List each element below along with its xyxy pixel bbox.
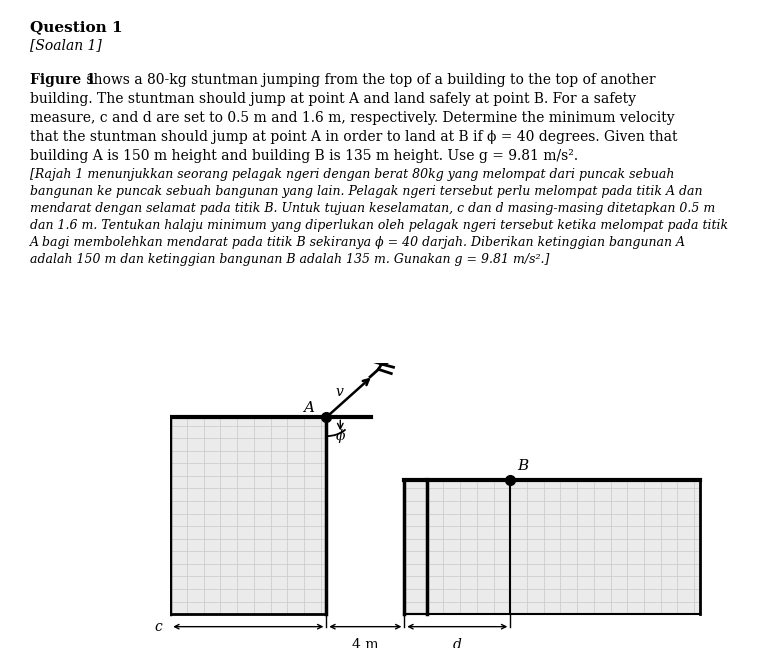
Text: c: c	[154, 619, 162, 634]
Bar	[170, 417, 327, 614]
Text: v: v	[336, 386, 344, 399]
Text: dan 1.6 m. Tentukan halaju minimum yang diperlukan oleh pelagak ngeri tersebut k: dan 1.6 m. Tentukan halaju minimum yang …	[30, 219, 728, 232]
Text: building A is 150 m height and building B is 135 m height. Use g = 9.81 m/s².: building A is 150 m height and building …	[30, 149, 578, 163]
Text: bangunan ke puncak sebuah bangunan yang lain. Pelagak ngeri tersebut perlu melom: bangunan ke puncak sebuah bangunan yang …	[30, 185, 703, 198]
Text: [Soalan 1]: [Soalan 1]	[30, 38, 101, 52]
Text: mendarat dengan selamat pada titik B. Untuk tujuan keselamatan, c dan d masing-m: mendarat dengan selamat pada titik B. Un…	[30, 202, 715, 215]
Text: Figure 1: Figure 1	[30, 73, 96, 87]
Text: [Rajah 1 menunjukkan seorang pelagak ngeri dengan berat 80kg yang melompat dari : [Rajah 1 menunjukkan seorang pelagak nge…	[30, 168, 674, 181]
Bar	[426, 480, 700, 614]
Bar	[404, 480, 426, 614]
Text: adalah 150 m dan ketinggian bangunan B adalah 135 m. Gunakan g = 9.81 m/s².]: adalah 150 m dan ketinggian bangunan B a…	[30, 253, 550, 266]
Text: d: d	[453, 638, 462, 648]
Text: Question 1: Question 1	[30, 20, 122, 34]
Text: A bagi membolehkan mendarat pada titik B sekiranya ϕ = 40 darjah. Diberikan keti: A bagi membolehkan mendarat pada titik B…	[30, 236, 686, 249]
Text: 4 m: 4 m	[352, 638, 378, 648]
Text: that the stuntman should jump at point A in order to land at B if ϕ = 40 degrees: that the stuntman should jump at point A…	[30, 130, 677, 144]
Text: measure, c and d are set to 0.5 m and 1.6 m, respectively. Determine the minimum: measure, c and d are set to 0.5 m and 1.…	[30, 111, 675, 125]
Text: shows a 80-kg stuntman jumping from the top of a building to the top of another: shows a 80-kg stuntman jumping from the …	[82, 73, 656, 87]
Text: ϕ: ϕ	[337, 429, 346, 443]
Text: building. The stuntman should jump at point A and land safely at point B. For a : building. The stuntman should jump at po…	[30, 92, 636, 106]
Text: B: B	[517, 459, 528, 472]
Text: A: A	[303, 401, 314, 415]
